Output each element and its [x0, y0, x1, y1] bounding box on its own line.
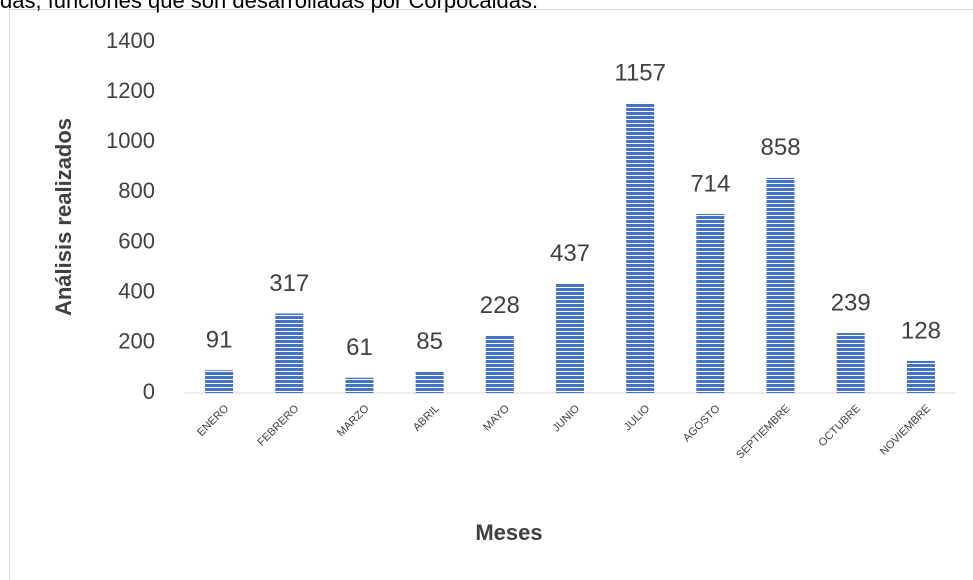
value-label: 91: [206, 327, 233, 354]
x-tick-label: NOVIEMBRE: [878, 403, 933, 458]
x-tick-label: FEBRERO: [255, 402, 301, 448]
caption: das, funciones que son desarrolladas por…: [0, 0, 538, 13]
bar: [766, 177, 795, 393]
value-label: 858: [761, 134, 801, 161]
y-tick-label: 1400: [106, 28, 155, 53]
bar: [485, 335, 514, 393]
value-label: 437: [550, 240, 590, 267]
bar: [696, 213, 725, 393]
x-tick-label: JUNIO: [550, 402, 582, 434]
y-axis-title: Análisis realizados: [51, 118, 76, 316]
bar: [205, 370, 234, 393]
bar: [836, 333, 865, 393]
y-tick-label: 600: [118, 228, 155, 253]
y-tick-label: 1200: [106, 78, 155, 103]
bar: [556, 283, 584, 393]
y-tick-label: 1000: [106, 128, 155, 153]
x-tick-label: SEPTIEMBRE: [734, 403, 793, 462]
bar: [415, 371, 444, 393]
x-tick-label: ABRIL: [411, 403, 442, 434]
chart-border: [9, 9, 973, 580]
x-tick-label: MARZO: [335, 402, 372, 439]
x-tick-label: MAYO: [481, 402, 512, 433]
y-tick-label: 200: [118, 329, 155, 354]
x-axis-title: Meses: [475, 520, 542, 545]
value-label: 714: [690, 170, 730, 197]
value-label: 317: [269, 270, 309, 297]
bar: [345, 377, 374, 393]
x-tick-label: OCTUBRE: [816, 403, 863, 450]
y-tick-label: 800: [118, 178, 155, 203]
value-label: 61: [346, 334, 373, 361]
y-tick-label: 0: [143, 379, 155, 404]
bar: [906, 360, 935, 393]
y-tick-label: 400: [118, 279, 155, 304]
value-label: 228: [480, 292, 520, 319]
bar: [626, 102, 655, 393]
value-label: 1157: [614, 59, 666, 86]
value-label: 128: [901, 317, 941, 344]
x-tick-label: ENERO: [195, 402, 231, 438]
value-label: 239: [831, 289, 871, 316]
bar: [275, 313, 304, 393]
x-tick-label: AGOSTO: [681, 402, 723, 444]
value-label: 85: [416, 328, 443, 355]
x-tick-label: JULIO: [622, 402, 653, 433]
